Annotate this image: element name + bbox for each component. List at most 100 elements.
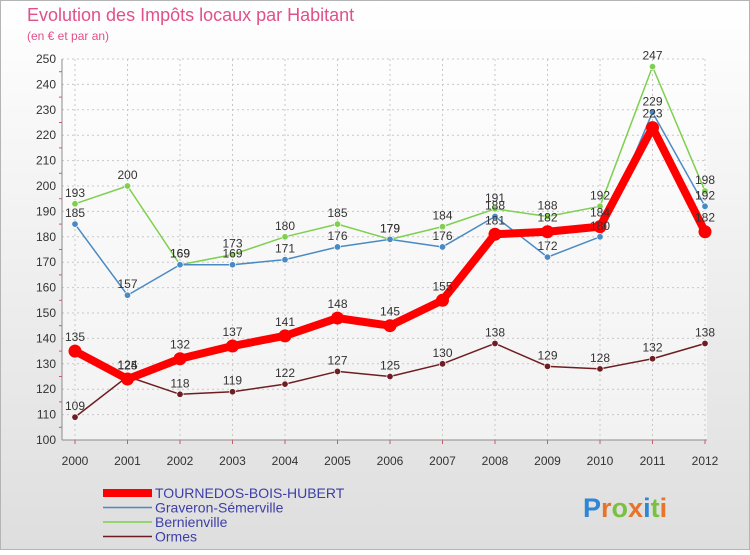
- logo-letter: i: [660, 493, 668, 523]
- data-label: 182: [537, 211, 557, 225]
- data-point: [593, 220, 607, 234]
- data-label: 185: [65, 206, 85, 220]
- data-point: [648, 108, 656, 116]
- data-label: 118: [170, 376, 189, 390]
- data-point: [333, 367, 341, 375]
- data-label: 169: [222, 247, 242, 261]
- logo-letter: x: [628, 493, 643, 523]
- data-point: [226, 339, 239, 353]
- data-label: 229: [642, 94, 662, 108]
- data-point: [229, 261, 237, 269]
- data-label: 128: [590, 351, 610, 365]
- data-point: [176, 261, 184, 269]
- x-tick-label: 2008: [482, 454, 509, 468]
- plot-area: [62, 59, 707, 440]
- y-tick-label: 180: [36, 230, 56, 244]
- data-point: [281, 380, 289, 388]
- data-label: 247: [642, 49, 662, 63]
- data-point: [386, 372, 394, 380]
- legend-label-0: TOURNEDOS-BOIS-HUBERT: [155, 485, 345, 501]
- data-point: [124, 291, 132, 299]
- data-point: [281, 256, 289, 264]
- x-tick-label: 2004: [272, 454, 299, 468]
- data-point: [648, 355, 656, 363]
- data-point: [281, 233, 289, 241]
- series-layer: [68, 63, 712, 421]
- data-point: [229, 388, 237, 396]
- data-point: [71, 200, 79, 208]
- x-tick-label: 2001: [114, 454, 141, 468]
- y-tick-label: 120: [36, 382, 56, 396]
- logo-letter: o: [612, 493, 629, 523]
- y-tick-label: 130: [36, 357, 56, 371]
- data-point: [596, 233, 604, 241]
- data-point: [543, 212, 551, 220]
- data-label: 192: [695, 188, 715, 202]
- y-tick-label: 140: [36, 331, 56, 345]
- data-point: [488, 227, 502, 241]
- x-tick-label: 2007: [429, 454, 456, 468]
- data-point: [383, 319, 397, 333]
- chart-subtitle: (en € et par an): [27, 29, 109, 43]
- proxiti-logo: Proxiti: [583, 493, 667, 523]
- data-label: 180: [275, 219, 295, 233]
- data-label: 138: [695, 325, 715, 339]
- data-label: 141: [275, 315, 295, 329]
- data-label: 137: [222, 325, 242, 339]
- legend-label-3: Ormes: [155, 529, 197, 545]
- logo-letter: t: [651, 493, 660, 523]
- data-label: 135: [65, 330, 85, 344]
- data-point: [331, 311, 344, 325]
- data-label: 145: [380, 305, 400, 319]
- data-label: 173: [222, 237, 242, 251]
- legend: TOURNEDOS-BOIS-HUBERTGraveron-Sémerville…: [103, 485, 345, 545]
- data-label: 184: [590, 206, 610, 220]
- x-tick-label: 2009: [534, 454, 561, 468]
- legend-label-2: Bernienville: [155, 514, 228, 530]
- data-label: 125: [117, 359, 137, 373]
- data-point: [648, 63, 656, 71]
- x-tick-label: 2005: [324, 454, 351, 468]
- data-point: [596, 365, 604, 373]
- data-label: 172: [537, 239, 557, 253]
- data-point: [701, 202, 709, 210]
- data-label: 179: [380, 221, 400, 235]
- y-tick-label: 220: [36, 128, 56, 142]
- data-label: 132: [642, 341, 662, 355]
- grid-lines: [62, 58, 707, 441]
- data-label: 132: [170, 338, 190, 352]
- x-tick-label: 2003: [219, 454, 246, 468]
- y-tick-label: 190: [36, 204, 56, 218]
- data-label: 138: [485, 325, 505, 339]
- y-tick-label: 250: [36, 52, 56, 66]
- data-point: [438, 223, 446, 231]
- data-label: 169: [170, 247, 190, 261]
- data-label: 155: [432, 279, 452, 293]
- data-label: 127: [327, 353, 347, 367]
- data-label: 191: [485, 191, 505, 205]
- data-point: [543, 253, 551, 261]
- logo-letter: P: [583, 493, 601, 523]
- data-label: 184: [432, 209, 452, 223]
- data-label: 124: [117, 358, 137, 372]
- data-label: 188: [537, 198, 557, 212]
- data-label: 200: [117, 168, 137, 182]
- data-point: [646, 121, 659, 135]
- data-label: 192: [590, 188, 610, 202]
- data-point: [491, 339, 499, 347]
- data-label: 119: [223, 374, 242, 388]
- data-label: 180: [590, 219, 610, 233]
- logo-letter: r: [601, 493, 612, 523]
- y-tick-label: 210: [36, 154, 56, 168]
- data-label: 122: [275, 366, 295, 380]
- data-point: [438, 360, 446, 368]
- data-label: 129: [537, 348, 557, 362]
- data-label: 179: [380, 221, 400, 235]
- x-tick-label: 2000: [62, 454, 89, 468]
- data-label: 185: [327, 206, 347, 220]
- x-tick-label: 2006: [377, 454, 404, 468]
- y-tick-label: 150: [36, 306, 56, 320]
- y-tick-label: 200: [36, 179, 56, 193]
- data-point: [278, 329, 292, 343]
- data-point: [333, 243, 341, 251]
